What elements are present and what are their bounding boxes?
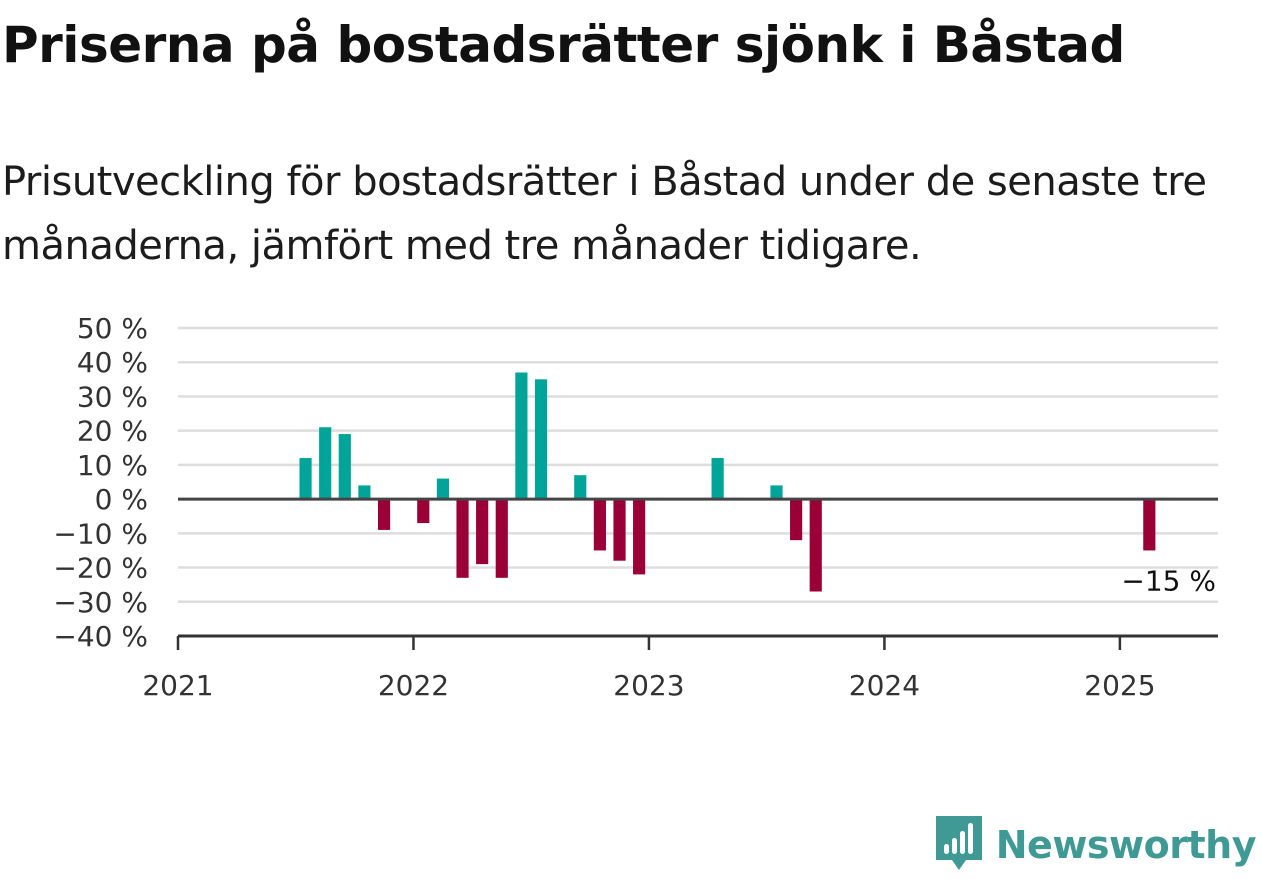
data-label: −15 % (1121, 564, 1216, 597)
y-tick-label: −30 % (53, 586, 148, 619)
bar (378, 499, 390, 530)
chart-subtitle: Prisutveckling för bostadsrätter i Båsta… (2, 150, 1260, 278)
bar (496, 499, 508, 578)
newsworthy-logo-icon (934, 814, 984, 876)
y-axis-labels: 50 %40 %30 %20 %10 %0 %−10 %−20 %−30 %−4… (53, 312, 148, 653)
brand-logo: Newsworthy (934, 815, 1256, 875)
bar (339, 434, 351, 499)
y-tick-label: −20 % (53, 552, 148, 585)
x-axis-labels: 2021 2022 2023 2024 2025 (142, 669, 1155, 702)
bar (613, 499, 625, 561)
bar (770, 485, 782, 499)
bar (535, 379, 547, 499)
y-tick-label: 20 % (77, 415, 148, 448)
x-tick-label: 2025 (1084, 669, 1155, 702)
y-tick-label: 50 % (77, 312, 148, 345)
bar (299, 458, 311, 499)
y-tick-label: −10 % (53, 517, 148, 550)
axes (178, 499, 1218, 650)
grid-lines (178, 328, 1218, 602)
brand-name: Newsworthy (996, 823, 1256, 867)
y-tick-label: 10 % (77, 449, 148, 482)
y-tick-label: −40 % (53, 620, 148, 653)
bar (417, 499, 429, 523)
bar (456, 499, 468, 578)
bar (476, 499, 488, 564)
x-tick-label: 2021 (142, 669, 213, 702)
y-tick-label: 40 % (77, 346, 148, 379)
bar (810, 499, 822, 591)
x-tick-label: 2024 (849, 669, 920, 702)
bar (712, 458, 724, 499)
annotations: −15 % (1121, 564, 1216, 597)
y-tick-label: 30 % (77, 380, 148, 413)
bar-chart: 50 %40 %30 %20 %10 %0 %−10 %−20 %−30 %−4… (0, 300, 1262, 720)
bar (594, 499, 606, 550)
bars (299, 372, 1155, 591)
bar (574, 475, 586, 499)
bar (358, 485, 370, 499)
x-tick-label: 2023 (613, 669, 684, 702)
bar (437, 479, 449, 500)
bar (790, 499, 802, 540)
chart-title: Priserna på bostadsrätter sjönk i Båstad (2, 6, 1125, 84)
bar (319, 427, 331, 499)
bar (515, 372, 527, 499)
bar (1143, 499, 1155, 550)
bar (633, 499, 645, 574)
y-tick-label: 0 % (95, 483, 148, 516)
x-tick-label: 2022 (378, 669, 449, 702)
